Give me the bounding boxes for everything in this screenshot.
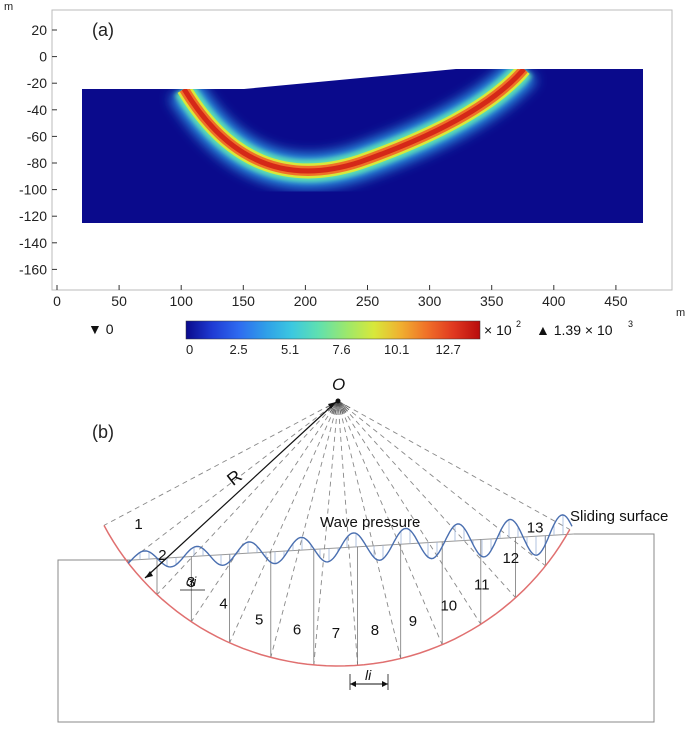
x-tick-label: 300 bbox=[418, 293, 442, 309]
panel-a-label: (a) bbox=[92, 20, 114, 40]
wave-pressure-label: Wave pressure bbox=[320, 514, 420, 531]
radial-line bbox=[337, 400, 482, 625]
y-tick-label: -120 bbox=[19, 208, 47, 224]
angle-label: αi bbox=[186, 574, 197, 589]
slice-label: 2 bbox=[158, 547, 166, 564]
y-tick-label: -60 bbox=[27, 128, 47, 144]
wave-pressure-curve bbox=[127, 514, 573, 568]
slice-label: 6 bbox=[293, 621, 301, 638]
slice-boundaries bbox=[127, 535, 546, 666]
slice-label: 8 bbox=[371, 622, 379, 639]
radial-line bbox=[313, 400, 339, 665]
slice-label: 12 bbox=[502, 550, 519, 567]
y-tick-label: -140 bbox=[19, 235, 47, 251]
radial-line bbox=[337, 400, 359, 666]
x-tick-label: 0 bbox=[53, 293, 61, 309]
y-tick-label: -80 bbox=[27, 155, 47, 171]
colorbar-tick-label: 0 bbox=[186, 342, 193, 357]
radius-line bbox=[144, 401, 337, 579]
y-unit-label: m bbox=[4, 1, 13, 13]
y-tick-label: -160 bbox=[19, 261, 47, 277]
radius-arrowhead-top bbox=[328, 402, 336, 409]
colorbar-tick-label: 2.5 bbox=[230, 342, 248, 357]
y-tick-label: 0 bbox=[39, 49, 47, 65]
sliding-arc bbox=[103, 525, 571, 667]
radius-label: R bbox=[223, 466, 246, 490]
slice-label: 11 bbox=[474, 576, 490, 593]
colorbar-tick-label: 5.1 bbox=[281, 342, 299, 357]
x-tick-label: 350 bbox=[480, 293, 504, 309]
colorbar bbox=[185, 320, 481, 340]
max-marker-exp: 3 bbox=[628, 319, 633, 329]
colorbar-multiplier-exp: 2 bbox=[516, 319, 521, 329]
colorbar-tick-label: 12.7 bbox=[436, 342, 461, 357]
ground-surface bbox=[132, 533, 575, 561]
slice-label: 9 bbox=[409, 613, 417, 630]
wave-pressure-arrows bbox=[139, 515, 564, 567]
radial-line bbox=[337, 400, 516, 599]
colorbar-tick-label: 7.6 bbox=[333, 342, 351, 357]
slice-label: 10 bbox=[440, 598, 457, 615]
panel-b: (b) O R Wave pressure Sliding surface αi… bbox=[57, 375, 668, 723]
radial-line bbox=[337, 400, 443, 645]
min-marker: ▼ 0 bbox=[88, 321, 114, 337]
center-label: O bbox=[332, 375, 345, 394]
max-marker: ▲ 1.39 × 10 bbox=[536, 322, 613, 338]
y-tick-label: -40 bbox=[27, 102, 47, 118]
panel-b-label: (b) bbox=[92, 422, 114, 442]
radial-line bbox=[190, 400, 339, 622]
radial-line bbox=[127, 400, 339, 563]
slice-label: 3 bbox=[187, 574, 195, 591]
colorbar-ticks: 0 2.5 5.1 7.6 10.1 12.7 bbox=[186, 342, 461, 357]
colorbar-multiplier: × 10 bbox=[484, 322, 512, 338]
radial-line bbox=[103, 400, 339, 526]
y-axis: 20 0 -20 -40 -60 -80 -100 -120 -140 -160 bbox=[19, 22, 57, 277]
y-tick-label: -100 bbox=[19, 182, 47, 198]
radial-line bbox=[156, 400, 339, 595]
x-tick-label: 150 bbox=[232, 293, 256, 309]
radial-line bbox=[229, 400, 339, 643]
length-label: li bbox=[365, 667, 372, 683]
radius-arrowhead bbox=[145, 571, 153, 578]
x-tick-label: 50 bbox=[111, 293, 127, 309]
shear-band bbox=[169, 69, 537, 188]
slice-label: 4 bbox=[219, 596, 227, 613]
y-tick-label: -20 bbox=[27, 75, 47, 91]
x-tick-label: 200 bbox=[294, 293, 318, 309]
x-tick-label: 450 bbox=[604, 293, 628, 309]
center-point bbox=[335, 398, 341, 404]
colorbar-tick-label: 10.1 bbox=[384, 342, 409, 357]
x-unit-label: m bbox=[676, 307, 685, 319]
y-tick-label: 20 bbox=[31, 22, 47, 38]
slice-label: 7 bbox=[332, 625, 340, 642]
ground-block bbox=[57, 533, 655, 723]
slice-label: 5 bbox=[255, 612, 263, 629]
radial-line bbox=[270, 400, 339, 658]
x-tick-label: 400 bbox=[542, 293, 566, 309]
x-tick-label: 100 bbox=[170, 293, 194, 309]
x-tick-label: 250 bbox=[356, 293, 380, 309]
panel-a: (a) m m 200-20-40-60-80-100-120-140-160 … bbox=[4, 1, 685, 357]
slice-label: 13 bbox=[527, 520, 544, 537]
x-axis: 0 50 100 150 200 250 300 350 400 450 bbox=[53, 285, 628, 309]
radial-line bbox=[337, 400, 402, 659]
radial-line bbox=[337, 400, 546, 567]
sliding-surface-label: Sliding surface bbox=[570, 508, 668, 525]
slice-label: 1 bbox=[134, 516, 142, 533]
radial-lines bbox=[103, 400, 571, 666]
radial-line bbox=[337, 400, 571, 530]
